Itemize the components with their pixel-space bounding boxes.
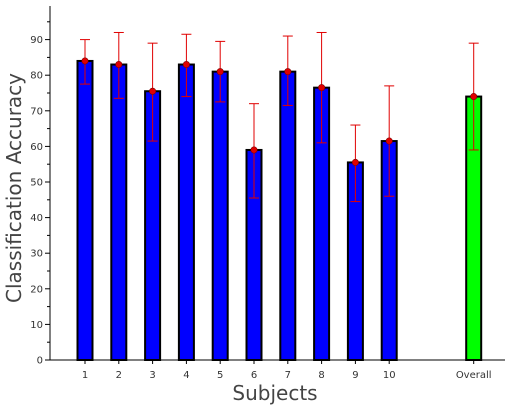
x-tick-label: 8 xyxy=(318,370,324,381)
bar-7 xyxy=(279,70,297,361)
y-tick-label: 80 xyxy=(30,71,43,82)
mean-marker-10 xyxy=(385,137,393,145)
x-tick-label: 1 xyxy=(82,370,88,381)
x-axis-title: Subjects xyxy=(232,381,317,405)
x-tick-label: 7 xyxy=(285,370,291,381)
mean-marker-5 xyxy=(216,68,224,76)
y-tick-label: 90 xyxy=(30,35,43,46)
mean-marker-6 xyxy=(250,146,258,154)
mean-marker-overall xyxy=(470,93,478,101)
x-tick-label: 3 xyxy=(149,370,155,381)
mean-marker-4 xyxy=(182,61,190,69)
mean-marker-2 xyxy=(115,61,123,69)
y-tick-label: 40 xyxy=(30,213,43,224)
tick-labels-layer: 0 10 20 30 40 50 60 70 80 90 1 2 3 4 5 6 7 8 9 10 Overall xyxy=(30,35,491,381)
bar-5 xyxy=(211,70,229,361)
y-tick-label: 70 xyxy=(30,106,43,117)
x-tick-label: 10 xyxy=(383,370,396,381)
y-tick-label: 0 xyxy=(37,356,43,367)
y-tick-label: 20 xyxy=(30,284,43,295)
mean-marker-8 xyxy=(318,84,326,92)
bar-2 xyxy=(110,63,128,362)
x-tick-label: Overall xyxy=(456,370,492,381)
bar-1 xyxy=(76,59,94,362)
y-tick-label: 10 xyxy=(30,320,43,331)
bar-4 xyxy=(177,63,195,362)
axes-layer xyxy=(45,6,505,364)
mean-marker-3 xyxy=(149,87,157,95)
y-axis-title: Classification Accuracy xyxy=(2,73,26,303)
x-tick-label: 6 xyxy=(251,370,257,381)
x-tick-label: 2 xyxy=(116,370,122,381)
x-tick-label: 9 xyxy=(352,370,358,381)
y-tick-label: 50 xyxy=(30,178,43,189)
bars-layer xyxy=(76,59,483,362)
y-tick-label: 30 xyxy=(30,249,43,260)
x-tick-label: 5 xyxy=(217,370,223,381)
mean-marker-9 xyxy=(351,158,359,166)
mean-marker-7 xyxy=(284,68,292,76)
x-tick-label: 4 xyxy=(183,370,189,381)
y-tick-label: 60 xyxy=(30,142,43,153)
mean-marker-1 xyxy=(81,57,89,65)
error-bars-layer xyxy=(80,31,479,203)
